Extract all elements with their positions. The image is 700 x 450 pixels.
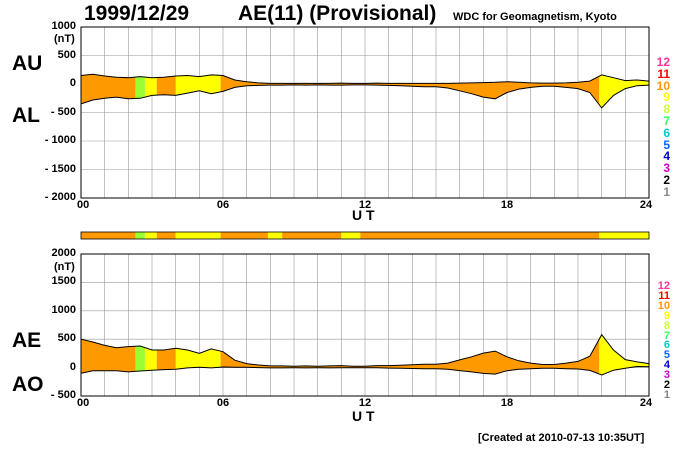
legend-level: 11 — [658, 289, 670, 302]
legend-level: 3 — [663, 369, 670, 382]
legend-level: 3 — [663, 161, 670, 176]
legend-level: 12 — [656, 55, 670, 69]
legend-level: 6 — [663, 339, 670, 352]
plot-frame-ae-ao — [80, 253, 650, 397]
activity-band — [156, 334, 176, 375]
legend-level: 1 — [663, 388, 670, 401]
activity-band — [135, 74, 145, 108]
chart-title: AE(11) (Provisional) — [238, 2, 437, 25]
y-tick-label: 2000 — [51, 247, 76, 259]
x-tick-label: 12 — [358, 397, 372, 409]
date-label: 1999/12/29 — [84, 2, 190, 25]
status-segment — [267, 232, 283, 239]
legend-level: 9 — [663, 90, 670, 105]
status-segment — [220, 232, 268, 239]
legend-level: 7 — [663, 329, 670, 342]
legend-level: 4 — [663, 149, 670, 164]
activity-band — [144, 74, 157, 108]
activity-band — [81, 334, 136, 375]
status-segment — [135, 232, 145, 239]
legend-level: 12 — [657, 280, 670, 292]
status-segment — [360, 232, 600, 239]
y-tick-label: - 1000 — [44, 134, 76, 146]
legend-level: 10 — [657, 299, 670, 312]
status-segment — [156, 232, 176, 239]
x-axis-label-top: U T — [352, 207, 375, 223]
x-tick-label: 12 — [358, 199, 372, 211]
legend-level: 10 — [656, 78, 670, 93]
legend-level: 8 — [663, 319, 670, 332]
x-tick-label: 18 — [500, 199, 514, 211]
y-tick-label: - 500 — [50, 105, 76, 118]
status-segment — [81, 232, 136, 239]
legend-level: 5 — [663, 349, 670, 362]
unit-label-top: (nT) — [54, 33, 75, 45]
series-label-ao: AO — [12, 373, 44, 396]
activity-status-bar — [80, 231, 650, 240]
x-tick-label: 00 — [77, 397, 90, 409]
activity-band — [220, 334, 600, 375]
status-segment — [599, 232, 649, 239]
legend-level: 2 — [663, 173, 670, 187]
x-tick-label: 06 — [216, 397, 230, 409]
y-tick-label: 500 — [57, 332, 76, 345]
legend-level: 11 — [657, 66, 670, 81]
activity-band — [144, 334, 157, 375]
activity-band — [599, 334, 649, 375]
y-tick-label: 0 — [69, 360, 76, 373]
y-tick-label: 1000 — [51, 20, 76, 32]
x-tick-label: 24 — [639, 397, 653, 409]
y-tick-label: 1500 — [51, 275, 76, 288]
y-tick-label: - 500 — [50, 389, 76, 401]
status-segment — [282, 232, 342, 239]
created-timestamp: [Created at 2010-07-13 10:35UT] — [478, 432, 645, 444]
y-tick-label: 1000 — [51, 303, 76, 316]
y-tick-label: 500 — [57, 48, 76, 61]
grid-ae-ao — [81, 253, 649, 397]
series-label-al: AL — [12, 104, 40, 127]
legend-level: 1 — [663, 184, 670, 199]
x-axis-label-bottom: U T — [352, 408, 375, 424]
grid-au-al — [81, 26, 649, 199]
status-segment — [175, 232, 221, 239]
legend-level: 7 — [663, 114, 670, 128]
legend-level: 2 — [663, 379, 670, 391]
y-tick-label: - 1500 — [44, 162, 76, 175]
organization-label: WDC for Geomagnetism, Kyoto — [453, 11, 617, 23]
status-segment — [144, 232, 157, 239]
series-line-ao — [80, 365, 650, 376]
series-label-au: AU — [12, 52, 43, 75]
x-tick-label: 06 — [216, 199, 230, 211]
legend-level: 6 — [663, 125, 670, 140]
y-tick-label: - 2000 — [44, 191, 76, 203]
series-label-ae: AE — [12, 329, 42, 352]
activity-band — [175, 334, 221, 375]
x-tick-label: 24 — [639, 199, 653, 211]
plot-frame-au-al — [80, 26, 650, 199]
y-tick-label: 0 — [69, 77, 76, 89]
legend-level: 8 — [663, 102, 670, 117]
series-line-ae — [80, 333, 650, 367]
legend-level: 5 — [663, 137, 670, 152]
status-bar-frame — [80, 231, 650, 240]
unit-label-bottom: (nT) — [54, 261, 75, 273]
series-line-al — [80, 84, 650, 109]
activity-band — [135, 334, 145, 375]
status-segment — [341, 232, 361, 239]
x-tick-label: 18 — [500, 397, 514, 409]
series-line-au — [80, 73, 650, 84]
legend-level: 9 — [663, 309, 670, 322]
x-tick-label: 00 — [77, 199, 90, 211]
legend-level: 4 — [663, 359, 670, 372]
